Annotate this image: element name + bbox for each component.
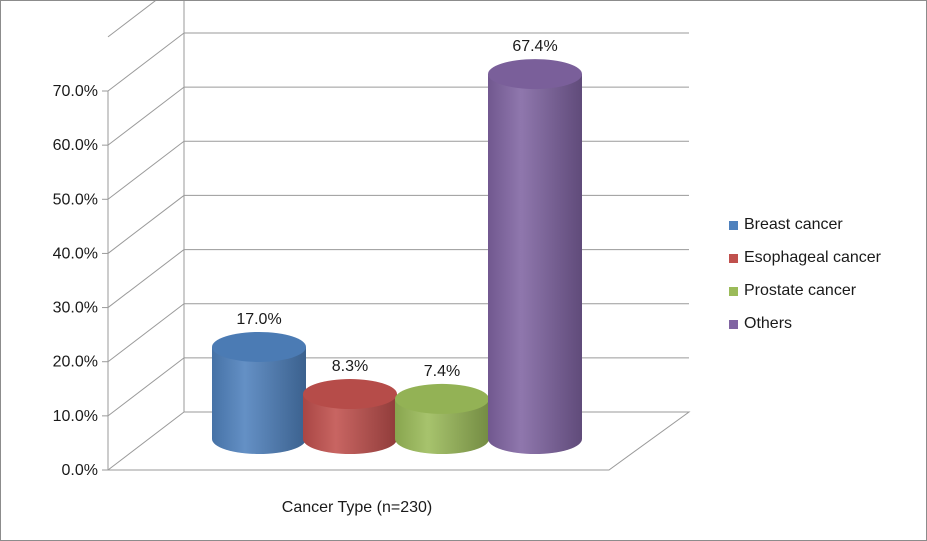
legend-item-breast: Breast cancer (729, 215, 919, 235)
data-label: 67.4% (512, 38, 557, 55)
bar-others (488, 59, 582, 454)
bar-body (488, 74, 582, 454)
bar-top (212, 331, 306, 362)
gridline-diagonal (107, 195, 185, 254)
gridline-diagonal (107, 1, 156, 38)
legend-item-prostate: Prostate cancer (729, 281, 919, 301)
gridline-diagonal (107, 249, 185, 308)
gridline-diagonal (107, 140, 185, 200)
bar-top (395, 383, 489, 414)
legend-label: Prostate cancer (744, 282, 857, 299)
gridline-diagonal (107, 357, 185, 417)
bars (212, 59, 582, 454)
y-tick-label: 30.0% (53, 300, 98, 317)
y-tick-label: 60.0% (53, 137, 98, 154)
x-axis-title: Cancer Type (n=230) (282, 499, 432, 516)
bar-esophageal-cancer (303, 379, 397, 454)
legend-label: Breast cancer (744, 216, 843, 233)
y-tick-label: 70.0% (53, 83, 98, 100)
bar-body (212, 346, 306, 454)
bar-body (303, 394, 397, 454)
y-tick-label: 50.0% (53, 191, 98, 208)
bar-body (395, 398, 489, 454)
data-label: 8.3% (332, 358, 368, 375)
gridline-diagonal (107, 303, 185, 363)
legend-item-others: Others (729, 314, 919, 334)
gridlines (107, 1, 689, 417)
legend-label: Esophageal cancer (744, 249, 881, 266)
bar-top (303, 379, 397, 410)
y-axis-ticks: 0.0% 10.0% 20.0% 30.0% 40.0% 50.0% 60.0% 70.0% (53, 83, 108, 479)
legend: Breast cancer Esophageal cancer Prostate… (729, 215, 919, 347)
legend-swatch (729, 319, 738, 329)
gridline-diagonal (107, 32, 185, 92)
data-labels: 17.0% 8.3% 7.4% 67.4% (236, 38, 557, 380)
y-tick-label: 0.0% (62, 462, 98, 479)
bar-top (488, 59, 582, 90)
data-label: 17.0% (236, 311, 281, 328)
gridline-diagonal (107, 86, 185, 146)
legend-label: Others (744, 315, 793, 332)
bar-breast-cancer (212, 331, 306, 454)
legend-swatch (729, 220, 738, 230)
y-tick-label: 10.0% (53, 408, 98, 425)
y-tick-label: 40.0% (53, 245, 98, 262)
data-label: 7.4% (424, 363, 460, 380)
bar-prostate-cancer (395, 383, 489, 454)
legend-item-esophageal: Esophageal cancer (729, 248, 919, 268)
legend-swatch (729, 253, 738, 263)
y-tick-label: 20.0% (53, 354, 98, 371)
legend-swatch (729, 286, 738, 296)
